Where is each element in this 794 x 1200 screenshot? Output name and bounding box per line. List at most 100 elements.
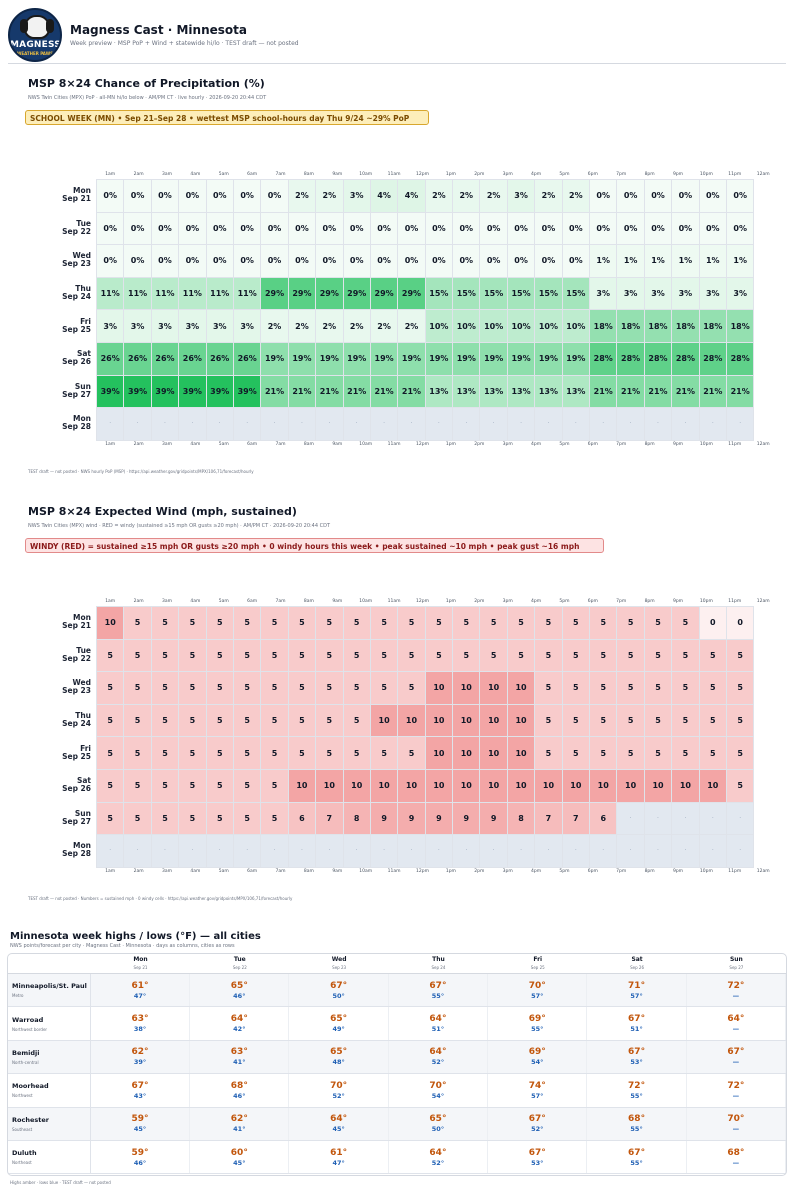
- day-label-dow: Tue: [76, 645, 91, 655]
- hour-tick-label: 11pm: [728, 598, 742, 604]
- high-temp: 61°: [330, 1147, 348, 1158]
- hour-tick-label: 12am: [756, 598, 770, 604]
- heat-cell: 5: [287, 671, 317, 705]
- city-region: Southeast: [12, 1126, 33, 1132]
- heat-cell: 0%: [315, 211, 344, 246]
- heat-cell: 5: [671, 606, 700, 640]
- heat-cell: 29%: [342, 276, 371, 311]
- heat-cell: 0%: [452, 244, 481, 278]
- hilo-cell: 67° 53°: [587, 1040, 687, 1074]
- heat-cell: 19%: [369, 341, 399, 376]
- hilo-cell: 67° 52°: [488, 1107, 588, 1140]
- heat-cell: 5: [96, 671, 125, 705]
- day-label-date: Sep 28: [62, 849, 91, 859]
- wind-meta: NWS Twin Cities (MPX) wind · RED = windy…: [28, 523, 331, 529]
- day-label-date: Sep 23: [62, 259, 91, 269]
- hour-tick-label: 10pm: [699, 442, 713, 448]
- heat-cell: 5: [561, 736, 591, 770]
- heat-cell: 5: [260, 736, 289, 770]
- heat-cell: 5: [671, 638, 700, 673]
- heat-cell: 10: [452, 671, 481, 705]
- heat-cell: ·: [452, 407, 481, 441]
- day-label-dow: Sat: [76, 349, 91, 359]
- low-temp: 43°: [133, 1091, 147, 1100]
- low-temp: 51°: [630, 1025, 643, 1034]
- high-temp: 61°: [131, 980, 149, 991]
- heat-cell: ·: [725, 407, 755, 441]
- heat-cell: 5: [150, 736, 180, 770]
- city-name: Rochester: [12, 1115, 49, 1124]
- hour-tick-label: 7am: [275, 869, 286, 875]
- heat-cell: 0%: [698, 179, 727, 213]
- heat-cell: 5: [725, 736, 755, 770]
- day-label: Mon Sep 21: [28, 179, 96, 212]
- heat-cell: 26%: [96, 341, 125, 376]
- heat-cell: 15%: [452, 276, 481, 311]
- heat-cell: 0%: [397, 211, 426, 246]
- heat-cell: 7: [534, 801, 563, 836]
- heat-cell: 19%: [287, 341, 317, 376]
- heat-cell: 2%: [342, 309, 371, 343]
- hour-tick-label: 8pm: [644, 171, 655, 177]
- heat-cell: ·: [671, 407, 700, 441]
- hour-tick-label: 6am: [247, 442, 258, 448]
- heat-cell: 0%: [96, 244, 125, 278]
- heat-cell: ·: [260, 834, 289, 868]
- city-name: Duluth: [12, 1149, 37, 1158]
- hilo-day-dow: Fri: [533, 956, 543, 963]
- heat-cell: 5: [643, 671, 673, 705]
- hilo-day-date: Sep 23: [332, 965, 347, 970]
- heat-cell: ·: [287, 834, 317, 868]
- heat-cell: 0%: [506, 244, 536, 278]
- high-temp: 72°: [727, 980, 745, 991]
- heat-cell: 2%: [287, 179, 317, 213]
- heat-cell: 5: [96, 736, 125, 770]
- heat-cell: 10: [424, 768, 454, 803]
- heat-cell: 0%: [205, 179, 234, 213]
- low-temp: 50°: [332, 991, 345, 1000]
- heat-cell: ·: [534, 834, 563, 868]
- heat-cell: 3%: [178, 309, 207, 343]
- hilo-header-row: Mon Sep 21 Tue Sep 22 Wed Sep 23 Thu Sep 24 Fri S…: [8, 954, 786, 974]
- heat-cell: 5: [342, 736, 371, 770]
- heat-cell: ·: [397, 407, 426, 441]
- hilo-city-row: Rochester Southeast 59° 45° 62° 41° 64° 45° 65° 5…: [8, 1107, 786, 1141]
- heat-cell: 15%: [561, 276, 591, 311]
- hilo-day-date: Sep 27: [729, 965, 744, 970]
- day-label: Sun Sep 27: [28, 802, 96, 835]
- day-label: Sat Sep 26: [28, 342, 96, 375]
- heat-cell: 39%: [232, 374, 262, 409]
- heat-cell: 5: [232, 736, 262, 770]
- low-temp: 57°: [630, 991, 643, 1000]
- heat-cell: 0%: [342, 211, 371, 246]
- city-cell: Duluth Northeast: [8, 1140, 91, 1174]
- heat-cell: 0: [698, 606, 727, 640]
- heat-cell: 3%: [150, 309, 180, 343]
- hour-tick-label: 3pm: [502, 171, 513, 177]
- high-temp: 65°: [429, 1114, 447, 1125]
- hour-tick-label: 6am: [247, 171, 258, 177]
- heat-cell: 8: [506, 801, 536, 836]
- hilo-cell: 64° 52°: [389, 1140, 489, 1174]
- heat-cell: 3%: [589, 276, 618, 311]
- heat-cell: 10: [369, 703, 399, 738]
- hour-tick-label: 8am: [303, 171, 314, 177]
- city-region: Metro: [12, 993, 24, 999]
- heat-cell: 5: [561, 638, 591, 673]
- heat-cell: 5: [561, 703, 591, 738]
- heat-cell: 5: [534, 736, 563, 770]
- hour-tick-label: 6pm: [587, 598, 598, 604]
- heat-cell: ·: [424, 834, 454, 868]
- heat-cell: ·: [506, 407, 536, 441]
- pop-footer: TEST draft — not posted · NWS hourly PoP…: [28, 469, 254, 474]
- low-temp: 47°: [332, 1158, 345, 1167]
- hour-tick-label: 10am: [359, 869, 373, 875]
- hour-tick-label: 4am: [190, 171, 201, 177]
- heat-cell: ·: [616, 834, 645, 868]
- hour-tick-label: 3pm: [502, 869, 513, 875]
- heat-cell: ·: [96, 834, 125, 868]
- hour-tick-label: 4pm: [531, 442, 542, 448]
- high-temp: 60°: [230, 1147, 248, 1158]
- heat-cell: ·: [698, 407, 727, 441]
- heat-cell: 5: [369, 736, 399, 770]
